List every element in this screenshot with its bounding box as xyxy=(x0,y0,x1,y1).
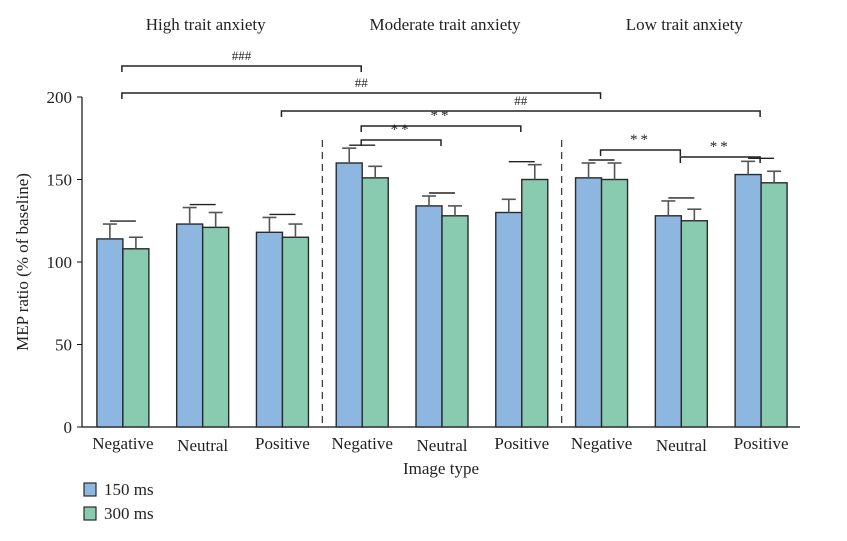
bar-300-ms xyxy=(122,248,150,428)
bar-300-ms xyxy=(201,226,230,428)
significance-bracket xyxy=(599,149,682,156)
x-axis-label: Image type xyxy=(403,459,479,478)
x-tick-label: Negative xyxy=(571,434,632,453)
significance-bracket xyxy=(360,139,442,146)
bar-150-ms xyxy=(96,238,124,428)
bar-150-ms xyxy=(255,231,284,428)
y-tick-label: 100 xyxy=(47,253,73,272)
bar-150-ms xyxy=(495,211,523,428)
y-tick-label: 0 xyxy=(64,418,73,437)
y-tick-label: 150 xyxy=(47,171,73,190)
bar-300-ms xyxy=(361,177,389,428)
significance-bracket xyxy=(360,125,522,132)
x-tick-label: Positive xyxy=(255,434,310,453)
x-tick-label: Negative xyxy=(332,434,393,453)
significance-label: ** xyxy=(391,122,412,138)
significance-label: ## xyxy=(355,75,369,90)
bar-150-ms xyxy=(335,162,363,428)
significance-label: ** xyxy=(431,108,452,124)
legend-label: 150 ms xyxy=(104,480,154,499)
bar-300-ms xyxy=(760,182,788,428)
x-tick-label: Positive xyxy=(494,434,549,453)
bar-150-ms xyxy=(654,215,683,428)
significance-label: ** xyxy=(630,132,651,148)
y-axis-label: MEP ratio (% of baseline) xyxy=(13,173,32,351)
group-title: Moderate trait anxiety xyxy=(369,15,521,34)
bar-300-ms xyxy=(281,236,310,428)
bar-300-ms xyxy=(441,215,469,428)
x-tick-label: Neutral xyxy=(177,436,228,455)
y-tick-label: 200 xyxy=(47,88,73,107)
legend-swatch xyxy=(83,506,97,521)
significance-label: ## xyxy=(514,93,528,108)
x-tick-label: Neutral xyxy=(656,436,707,455)
bar-300-ms xyxy=(521,178,549,428)
legend-label: 300 ms xyxy=(104,504,154,523)
significance-bracket xyxy=(280,110,761,117)
group-title: Low trait anxiety xyxy=(626,15,744,34)
y-tick-label: 50 xyxy=(55,336,72,355)
bar-300-ms xyxy=(680,220,709,428)
bar-150-ms xyxy=(574,177,603,428)
bar-150-ms xyxy=(734,173,762,428)
bar-150-ms xyxy=(415,205,443,428)
x-tick-label: Positive xyxy=(734,434,789,453)
x-tick-label: Neutral xyxy=(417,436,468,455)
x-tick-label: Negative xyxy=(92,434,153,453)
significance-label: ** xyxy=(710,139,731,155)
bar-150-ms xyxy=(175,223,204,428)
bar-300-ms xyxy=(600,178,629,428)
significance-bracket xyxy=(679,156,761,163)
legend-swatch xyxy=(83,482,97,497)
significance-bracket xyxy=(121,92,602,99)
group-title: High trait anxiety xyxy=(146,15,266,34)
significance-bracket xyxy=(121,65,362,72)
significance-label: ### xyxy=(232,48,252,63)
